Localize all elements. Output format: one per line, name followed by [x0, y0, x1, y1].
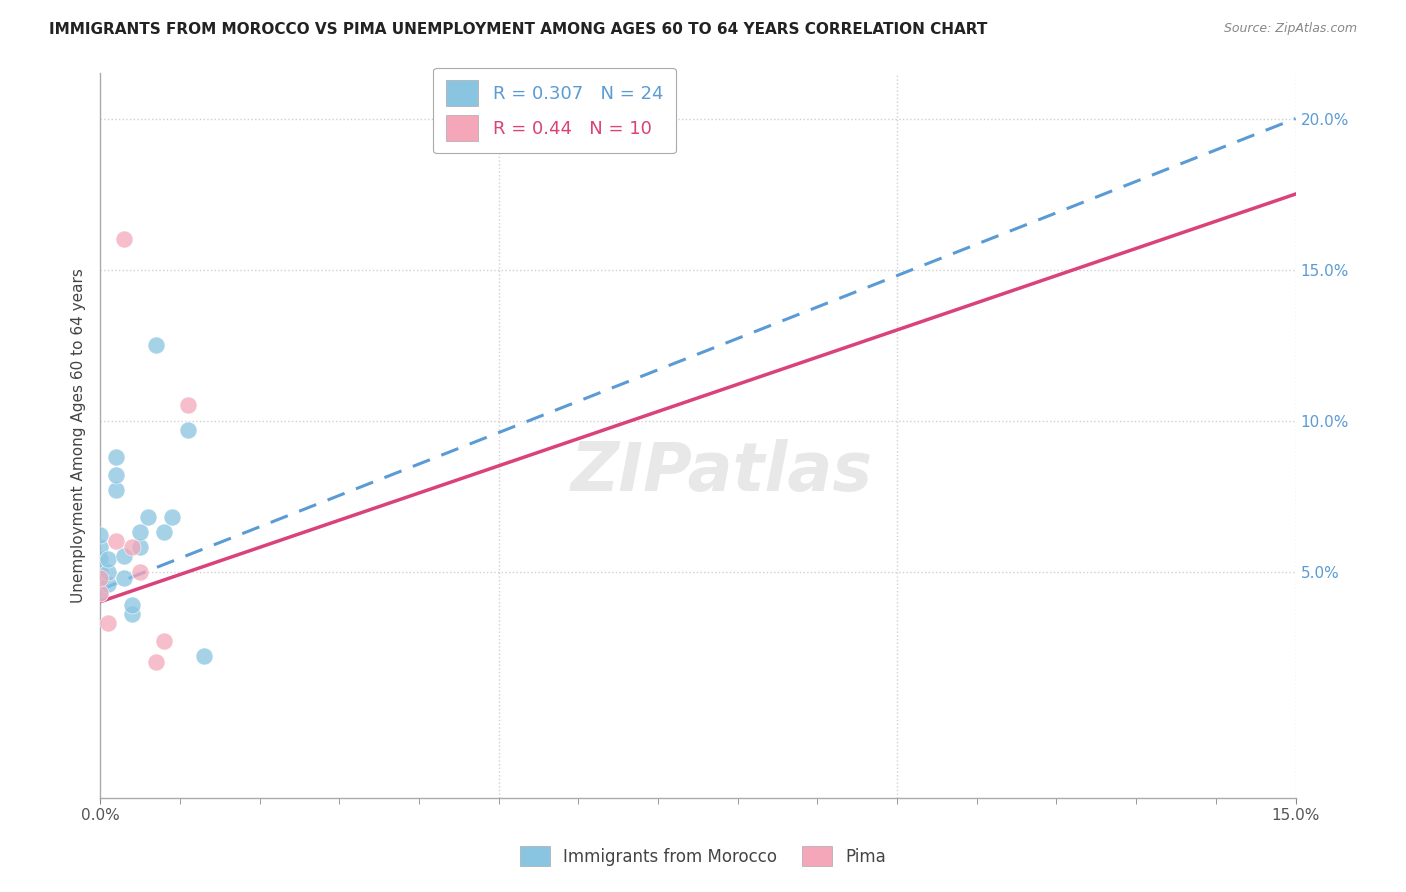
Point: [160, 510, 183, 524]
Point: [153, 525, 176, 540]
Point: [112, 549, 135, 564]
Point: [153, 634, 176, 648]
Point: [105, 467, 128, 482]
Point: [89, 541, 111, 555]
Point: [89, 585, 111, 599]
Point: [89, 565, 111, 579]
Point: [112, 232, 135, 246]
Legend: Immigrants from Morocco, Pima: Immigrants from Morocco, Pima: [512, 838, 894, 875]
Point: [89, 552, 111, 566]
Point: [145, 655, 167, 669]
Point: [89, 528, 111, 542]
Point: [97, 576, 120, 591]
Point: [105, 450, 128, 464]
Point: [97, 552, 120, 566]
Point: [129, 541, 152, 555]
Legend: R = 0.307   N = 24, R = 0.44   N = 10: R = 0.307 N = 24, R = 0.44 N = 10: [433, 68, 676, 153]
Point: [129, 565, 152, 579]
Point: [177, 423, 200, 437]
Point: [136, 510, 159, 524]
Point: [193, 649, 215, 664]
Point: [121, 541, 143, 555]
Point: [177, 399, 200, 413]
Point: [105, 483, 128, 497]
Point: [121, 598, 143, 612]
Point: [105, 534, 128, 549]
Point: [89, 574, 111, 588]
Point: [112, 571, 135, 585]
Point: [89, 585, 111, 599]
Point: [89, 571, 111, 585]
Point: [97, 565, 120, 579]
Point: [145, 338, 167, 352]
Point: [121, 607, 143, 621]
Y-axis label: Unemployment Among Ages 60 to 64 years: Unemployment Among Ages 60 to 64 years: [72, 268, 86, 603]
Text: IMMIGRANTS FROM MOROCCO VS PIMA UNEMPLOYMENT AMONG AGES 60 TO 64 YEARS CORRELATI: IMMIGRANTS FROM MOROCCO VS PIMA UNEMPLOY…: [49, 22, 987, 37]
Text: ZIPatlas: ZIPatlas: [571, 439, 873, 505]
Point: [129, 525, 152, 540]
Point: [97, 615, 120, 630]
Text: Source: ZipAtlas.com: Source: ZipAtlas.com: [1223, 22, 1357, 36]
